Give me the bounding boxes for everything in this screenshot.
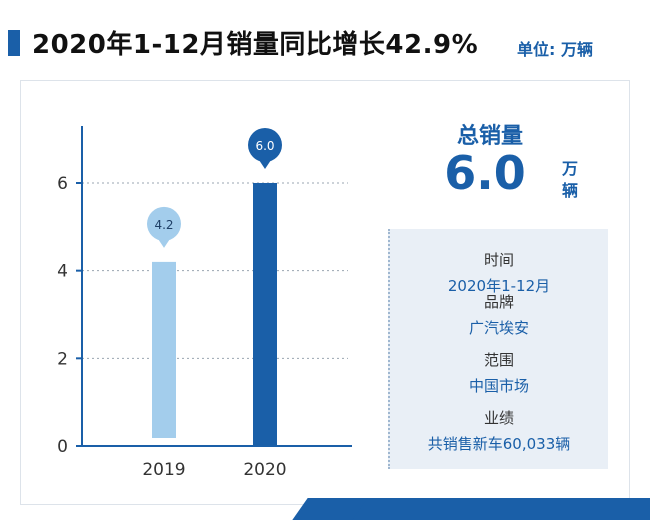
y-tick-label: 2 [57, 349, 68, 369]
info-value: 中国市场 [468, 377, 529, 395]
title-bar: 2020年1-12月销量同比增长42.9% 单位: 万辆 [0, 22, 650, 62]
title-accent-bar [8, 30, 20, 56]
info-item-scope: 范围 中国市场 [390, 345, 608, 403]
bar-2020 [253, 182, 277, 446]
info-item-time: 时间 2020年1-12月 [390, 229, 608, 295]
info-item-performance: 业绩 共销售新车60,033辆 [390, 403, 608, 461]
data-label-bubble [248, 127, 282, 162]
total-sales-value: 6.0 [444, 146, 526, 200]
data-label-pointer [158, 238, 170, 248]
y-tick-label: 4 [57, 262, 68, 282]
info-label: 品牌 [483, 293, 514, 311]
unit-label: 单位: 万辆 [517, 40, 593, 59]
total-sales-label: 总销量 [456, 124, 523, 149]
data-label-pointer [259, 159, 271, 169]
info-value: 广汽埃安 [468, 319, 529, 337]
x-tick-label: 2019 [142, 460, 185, 480]
data-label: 4.2 [154, 218, 173, 232]
info-box: 时间 2020年1-12月 品牌 广汽埃安 范围 中国市场 业绩 共销售新车60… [388, 229, 608, 469]
bar-2019 [152, 261, 176, 438]
y-tick-label: 6 [57, 174, 68, 194]
data-label-bubble [147, 206, 181, 241]
info-value: 共销售新车60,033辆 [427, 435, 571, 453]
x-tick-label: 2020 [243, 460, 286, 480]
info-label: 范围 [483, 351, 514, 369]
decorative-stripe [352, 498, 650, 520]
info-item-brand: 品牌 广汽埃安 [390, 287, 608, 345]
info-label: 业绩 [483, 409, 514, 427]
info-label: 时间 [483, 251, 514, 269]
page-title: 2020年1-12月销量同比增长42.9% [32, 30, 479, 60]
total-sales-unit: 万辆 [561, 159, 578, 200]
data-label: 6.0 [255, 139, 274, 153]
y-tick-label: 0 [57, 437, 68, 457]
info-value: 2020年1-12月 [447, 277, 551, 295]
